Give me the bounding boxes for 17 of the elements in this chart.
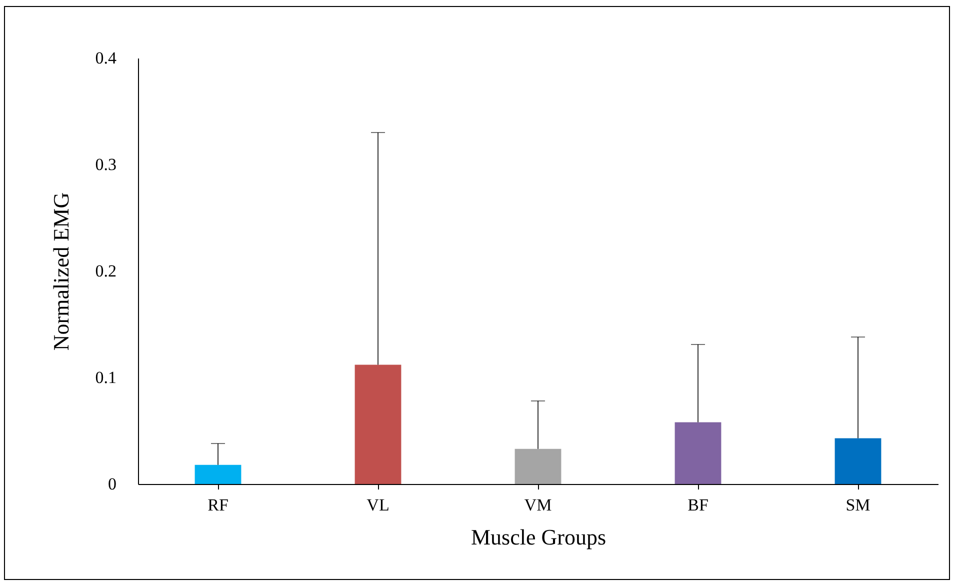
x-tick-label: VL	[366, 496, 390, 514]
bar	[194, 464, 242, 484]
bar	[354, 364, 402, 484]
x-tick-label: SM	[846, 496, 870, 514]
y-tick-label: 0	[108, 474, 116, 494]
x-tick-label: BF	[688, 496, 708, 514]
y-tick-label: 0.4	[95, 48, 117, 68]
y-tick-label: 0.3	[95, 155, 116, 174]
y-tick-label: 0.2	[95, 262, 116, 280]
x-axis-title: Muscle Groups	[470, 524, 606, 550]
y-tick-label: 0.1	[95, 368, 116, 387]
y-axis-title: Normalized EMG	[48, 192, 74, 351]
x-tick-label: VM	[524, 496, 552, 514]
bar	[514, 448, 562, 484]
bar	[834, 438, 882, 484]
x-tick-label: RF	[208, 496, 228, 514]
bar	[674, 422, 722, 484]
